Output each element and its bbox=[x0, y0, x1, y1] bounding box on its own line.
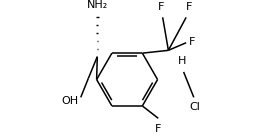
Text: Cl: Cl bbox=[189, 102, 200, 112]
Text: F: F bbox=[189, 37, 196, 47]
Text: F: F bbox=[158, 2, 165, 12]
Text: NH₂: NH₂ bbox=[87, 0, 108, 10]
Text: F: F bbox=[155, 124, 161, 134]
Text: OH: OH bbox=[62, 95, 79, 106]
Text: F: F bbox=[186, 2, 193, 12]
Text: H: H bbox=[178, 56, 187, 66]
